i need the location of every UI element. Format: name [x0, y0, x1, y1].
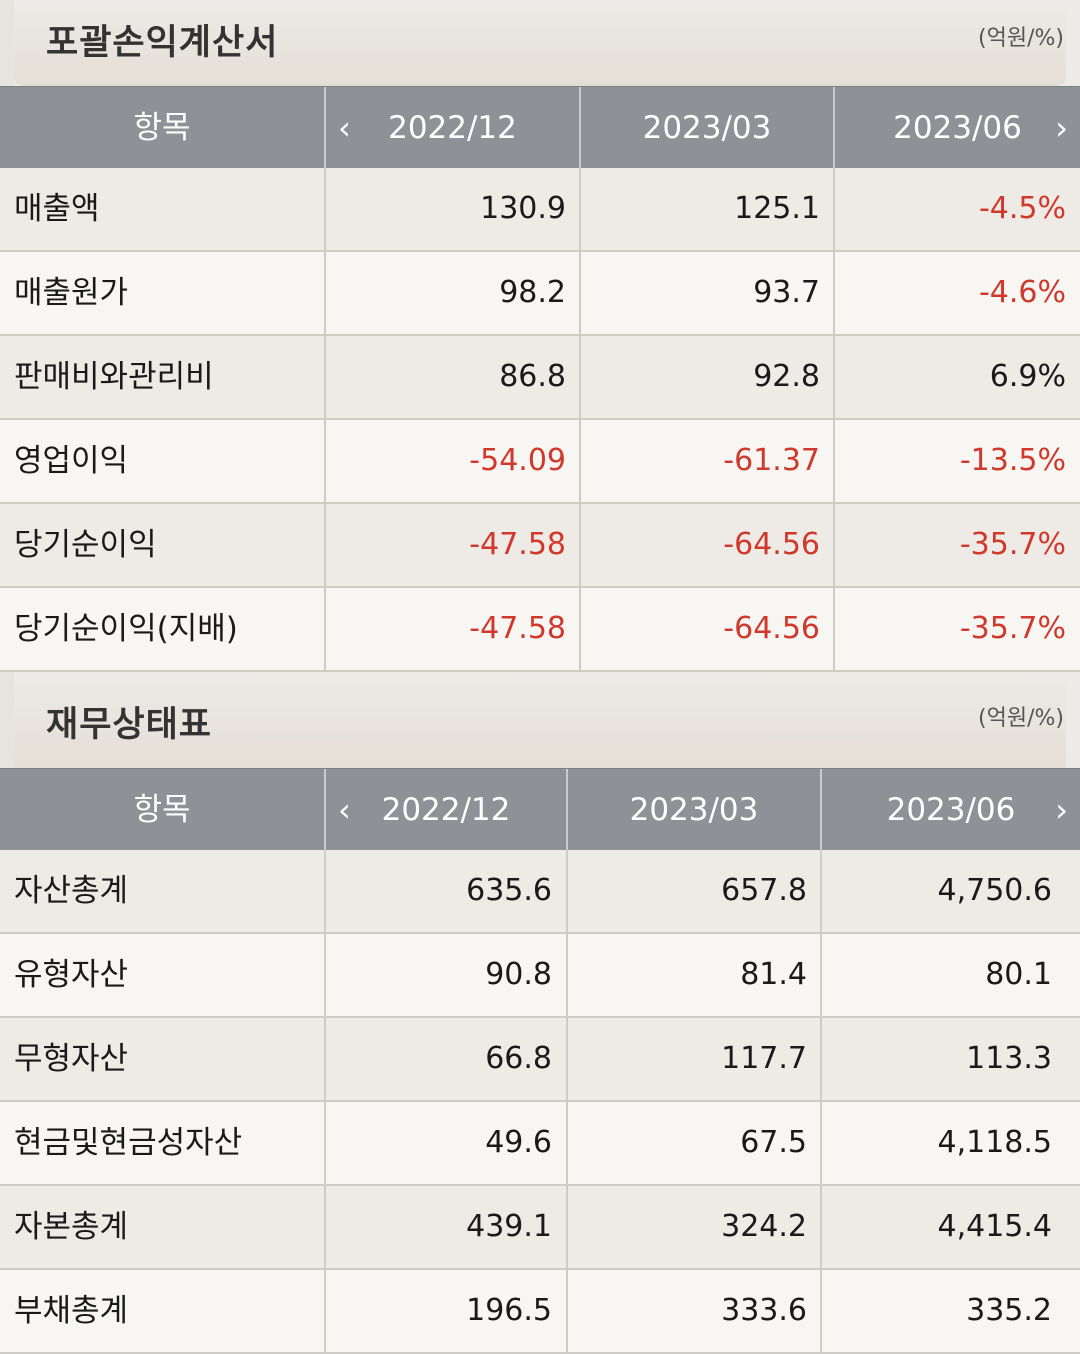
value-cell: 86.8 — [324, 336, 580, 418]
value-cell: 90.8 — [324, 934, 566, 1016]
chevron-left-icon[interactable]: ‹ — [338, 109, 351, 147]
value-cell: 67.5 — [566, 1102, 821, 1184]
row-label: 자본총계 — [14, 1209, 129, 1245]
table-row: 부채총계 196.5 333.6 335.2 — [0, 1270, 1080, 1354]
header-item-label: 항목 — [0, 87, 326, 169]
unit-label: (억원/%) — [978, 26, 1064, 51]
table-row: 당기순이익(지배) -47.58 -64.56 -35.7% — [0, 588, 1080, 672]
header-period-2: 2023/03 — [568, 769, 822, 851]
header-period-1: ‹ 2022/12 — [326, 769, 568, 851]
value-cell: 113.3 — [820, 1018, 1066, 1100]
value-cell: 4,750.6 — [820, 850, 1066, 932]
period-label: 2023/06 — [886, 792, 1016, 828]
chevron-right-icon[interactable]: › — [1055, 109, 1068, 147]
row-label: 매출원가 — [14, 275, 129, 311]
period-label: 2022/12 — [388, 110, 517, 146]
table-row: 매출액 130.9 125.1 -4.5% — [0, 168, 1080, 252]
header-item-label: 항목 — [0, 769, 326, 851]
table-body: 자산총계 635.6 657.8 4,750.6 유형자산 90.8 81.4 80.1 무형자… — [0, 850, 1080, 1354]
table-row: 판매비와관리비 86.8 92.8 6.9% — [0, 336, 1080, 420]
table-row: 매출원가 98.2 93.7 -4.6% — [0, 252, 1080, 336]
row-label: 유형자산 — [14, 957, 129, 993]
header-period-3: 2023/06 › — [822, 769, 1080, 851]
header-period-3: 2023/06 › — [835, 87, 1080, 169]
unit-label: (억원/%) — [978, 706, 1064, 731]
row-label: 당기순이익 — [14, 527, 157, 563]
header-period-2: 2023/03 — [581, 87, 835, 169]
value-cell: 130.9 — [324, 168, 580, 250]
value-cell: 125.1 — [579, 168, 834, 250]
table-row: 현금및현금성자산 49.6 67.5 4,118.5 — [0, 1102, 1080, 1186]
value-cell: 335.2 — [820, 1270, 1066, 1352]
value-cell: -47.58 — [324, 504, 580, 586]
section-header: 재무상태표 (억원/%) — [14, 672, 1066, 768]
value-cell: 93.7 — [579, 252, 834, 334]
row-label: 영업이익 — [14, 443, 129, 479]
row-label: 자산총계 — [14, 873, 129, 909]
table-row: 무형자산 66.8 117.7 113.3 — [0, 1018, 1080, 1102]
row-label: 당기순이익(지배) — [14, 611, 238, 647]
balance-sheet-section: 재무상태표 (억원/%) 항목 ‹ 2022/12 2023/03 2023/0… — [0, 672, 1080, 1354]
section-header: 포괄손익계산서 (억원/%) — [14, 0, 1066, 86]
table-row: 영업이익 -54.09 -61.37 -13.5% — [0, 420, 1080, 504]
value-cell: 117.7 — [566, 1018, 821, 1100]
value-cell: 333.6 — [566, 1270, 821, 1352]
row-label: 매출액 — [14, 191, 100, 227]
row-label: 무형자산 — [14, 1041, 129, 1077]
value-cell: 80.1 — [820, 934, 1066, 1016]
value-cell: 6.9% — [833, 336, 1080, 418]
row-label: 현금및현금성자산 — [14, 1125, 243, 1161]
table-row: 자본총계 439.1 324.2 4,415.4 — [0, 1186, 1080, 1270]
value-cell: 635.6 — [324, 850, 566, 932]
value-cell: 4,118.5 — [820, 1102, 1066, 1184]
value-cell: 4,415.4 — [820, 1186, 1066, 1268]
value-cell: 49.6 — [324, 1102, 566, 1184]
table-row: 유형자산 90.8 81.4 80.1 — [0, 934, 1080, 1018]
value-cell: 196.5 — [324, 1270, 566, 1352]
period-label: 2023/06 — [893, 110, 1022, 146]
value-cell: 81.4 — [566, 934, 821, 1016]
value-cell: 657.8 — [566, 850, 821, 932]
section-title: 포괄손익계산서 — [46, 23, 279, 63]
table-header: 항목 ‹ 2022/12 2023/03 2023/06 › — [0, 768, 1080, 852]
header-period-1: ‹ 2022/12 — [326, 87, 581, 169]
period-label: 2022/12 — [381, 792, 511, 828]
table-header: 항목 ‹ 2022/12 2023/03 2023/06 › — [0, 86, 1080, 170]
table-body: 매출액 130.9 125.1 -4.5% 매출원가 98.2 93.7 -4.6% 판매비와관… — [0, 168, 1080, 672]
value-cell: -54.09 — [324, 420, 580, 502]
value-cell: -35.7% — [833, 504, 1080, 586]
value-cell: -64.56 — [579, 588, 834, 670]
value-cell: -61.37 — [579, 420, 834, 502]
row-label: 부채총계 — [14, 1293, 129, 1329]
value-cell: -13.5% — [833, 420, 1080, 502]
table-row: 자산총계 635.6 657.8 4,750.6 — [0, 850, 1080, 934]
value-cell: 439.1 — [324, 1186, 566, 1268]
table-row: 당기순이익 -47.58 -64.56 -35.7% — [0, 504, 1080, 588]
row-label: 판매비와관리비 — [14, 359, 214, 395]
value-cell: 98.2 — [324, 252, 580, 334]
value-cell: -4.6% — [833, 252, 1080, 334]
section-title: 재무상태표 — [46, 705, 213, 745]
value-cell: 66.8 — [324, 1018, 566, 1100]
chevron-left-icon[interactable]: ‹ — [338, 791, 351, 829]
value-cell: -4.5% — [833, 168, 1080, 250]
value-cell: -64.56 — [579, 504, 834, 586]
value-cell: -35.7% — [833, 588, 1080, 670]
chevron-right-icon[interactable]: › — [1055, 791, 1068, 829]
value-cell: -47.58 — [324, 588, 580, 670]
value-cell: 92.8 — [579, 336, 834, 418]
value-cell: 324.2 — [566, 1186, 821, 1268]
income-statement-section: 포괄손익계산서 (억원/%) 항목 ‹ 2022/12 2023/03 2023… — [0, 0, 1080, 672]
